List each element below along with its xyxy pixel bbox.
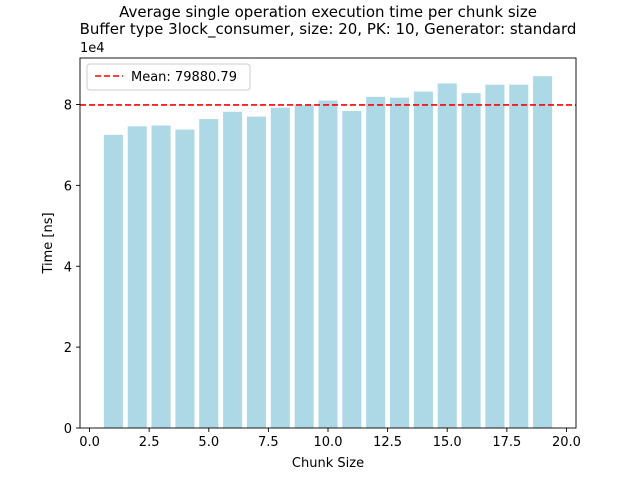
bar — [485, 84, 505, 428]
bar — [127, 126, 147, 428]
bar — [437, 83, 457, 429]
legend: Mean: 79880.79 — [86, 63, 251, 91]
y-offset-label: 1e4 — [80, 41, 105, 56]
bar — [199, 119, 219, 428]
x-tick-label: 17.5 — [492, 435, 521, 450]
chart-subtitle: Buffer type 3lock_consumer, size: 20, PK… — [80, 20, 577, 39]
x-tick-label: 5.0 — [198, 435, 219, 450]
bar — [103, 134, 123, 428]
bar — [175, 129, 195, 428]
bar — [413, 91, 433, 429]
x-axis-label: Chunk Size — [292, 456, 364, 471]
bar — [151, 125, 171, 428]
bar — [318, 100, 338, 428]
plot-frame — [79, 57, 577, 429]
legend-mean-label: Mean: 79880.79 — [131, 70, 237, 85]
bar — [223, 111, 243, 428]
y-tick-label: 2 — [64, 341, 72, 356]
bars-group — [103, 76, 553, 429]
x-tick-label: 2.5 — [139, 435, 160, 450]
x-axis-ticks: 0.0 2.5 5.0 7.5 10.0 12.5 15.0 17.5 20.0 — [79, 428, 581, 450]
x-tick-label: 0.0 — [79, 435, 100, 450]
bar — [342, 110, 362, 428]
x-tick-label: 12.5 — [373, 435, 402, 450]
x-tick-label: 10.0 — [314, 435, 343, 450]
bar — [461, 93, 481, 428]
bar — [390, 97, 410, 428]
x-tick-label: 7.5 — [258, 435, 279, 450]
y-tick-label: 6 — [64, 179, 72, 194]
bar — [509, 84, 529, 428]
y-tick-label: 8 — [64, 99, 72, 114]
chart-title: Average single operation execution time … — [119, 3, 537, 21]
y-tick-label: 4 — [64, 260, 72, 275]
y-axis-label: Time [ns] — [41, 212, 56, 274]
bar — [366, 96, 386, 428]
y-axis-ticks: 0 2 4 6 8 — [64, 99, 80, 437]
legend-frame — [86, 63, 251, 91]
bar — [294, 105, 314, 429]
bar — [270, 107, 290, 428]
x-tick-label: 20.0 — [552, 435, 581, 450]
y-tick-label: 0 — [64, 422, 72, 437]
x-tick-label: 15.0 — [433, 435, 462, 450]
bar — [533, 76, 553, 429]
bar — [246, 116, 266, 428]
